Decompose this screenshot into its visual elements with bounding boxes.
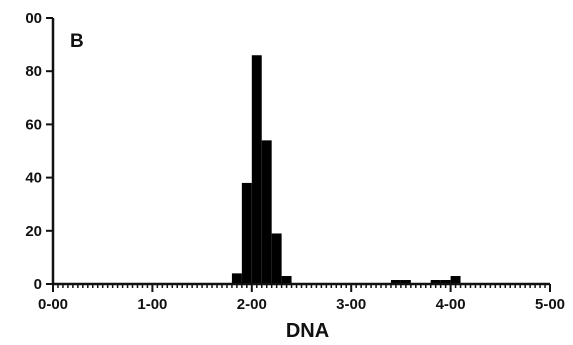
y-tick-label: 60: [25, 116, 42, 133]
panel-label: B: [70, 31, 84, 52]
x-tick-label: 2-00: [237, 296, 267, 313]
x-tick-label: 0-00: [38, 296, 68, 313]
histogram-bar: [400, 280, 411, 284]
y-tick-label: 80: [25, 63, 42, 80]
bars-layer: [231, 55, 461, 284]
histogram-bar: [241, 182, 252, 284]
histogram-bar: [440, 280, 451, 284]
x-tick-label: 5-00: [535, 296, 565, 313]
x-tick-label: 1-00: [137, 296, 167, 313]
y-tick-label: 40: [25, 170, 42, 187]
histogram-bar: [271, 233, 282, 284]
x-ticks-layer: 0-00 1-00 2-00 3-00 4-00 5-00: [38, 284, 565, 313]
histogram-bar: [261, 140, 272, 284]
x-tick-label: 3-00: [336, 296, 366, 313]
histogram-bar: [390, 280, 401, 284]
y-ticks-layer: 0 20 40 60 80 00: [25, 10, 53, 293]
y-tick-label: 0: [34, 276, 42, 293]
histogram-bar: [231, 273, 242, 284]
y-tick-label: 20: [25, 223, 42, 240]
x-tick-label: 4-00: [436, 296, 466, 313]
y-tick-label: 00: [25, 10, 42, 27]
histogram-bar: [251, 55, 262, 284]
x-axis-title: DNA: [286, 320, 329, 342]
histogram-bar: [430, 280, 441, 284]
histogram-bar: [450, 276, 461, 284]
axes-layer: [51, 18, 550, 286]
histogram-bar: [281, 276, 292, 284]
